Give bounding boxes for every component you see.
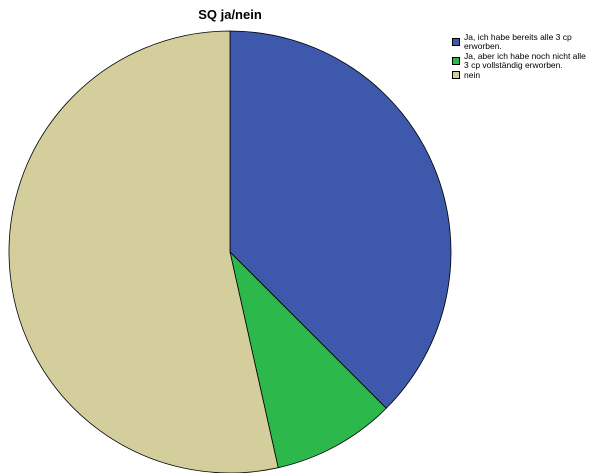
- legend-swatch: [452, 56, 460, 65]
- chart-legend: Ja, ich habe bereits alle 3 cp erworben.…: [452, 33, 592, 82]
- chart-title: SQ ja/nein: [198, 7, 262, 22]
- pie-slice: [229, 30, 452, 409]
- legend-swatch: [452, 37, 460, 46]
- legend-item: Ja, ich habe bereits alle 3 cp erworben.: [452, 33, 592, 50]
- pie-slice: [229, 250, 387, 469]
- legend-item: Ja, aber ich habe noch nicht alle 3 cp v…: [452, 52, 592, 69]
- legend-label: nein: [464, 70, 481, 80]
- legend-item: nein: [452, 71, 592, 80]
- legend-label: Ja, ich habe bereits alle 3 cp erworben.: [464, 32, 572, 51]
- legend-label: Ja, aber ich habe noch nicht alle 3 cp v…: [464, 51, 586, 70]
- legend-swatch: [452, 71, 460, 80]
- pie-slice: [8, 30, 279, 473]
